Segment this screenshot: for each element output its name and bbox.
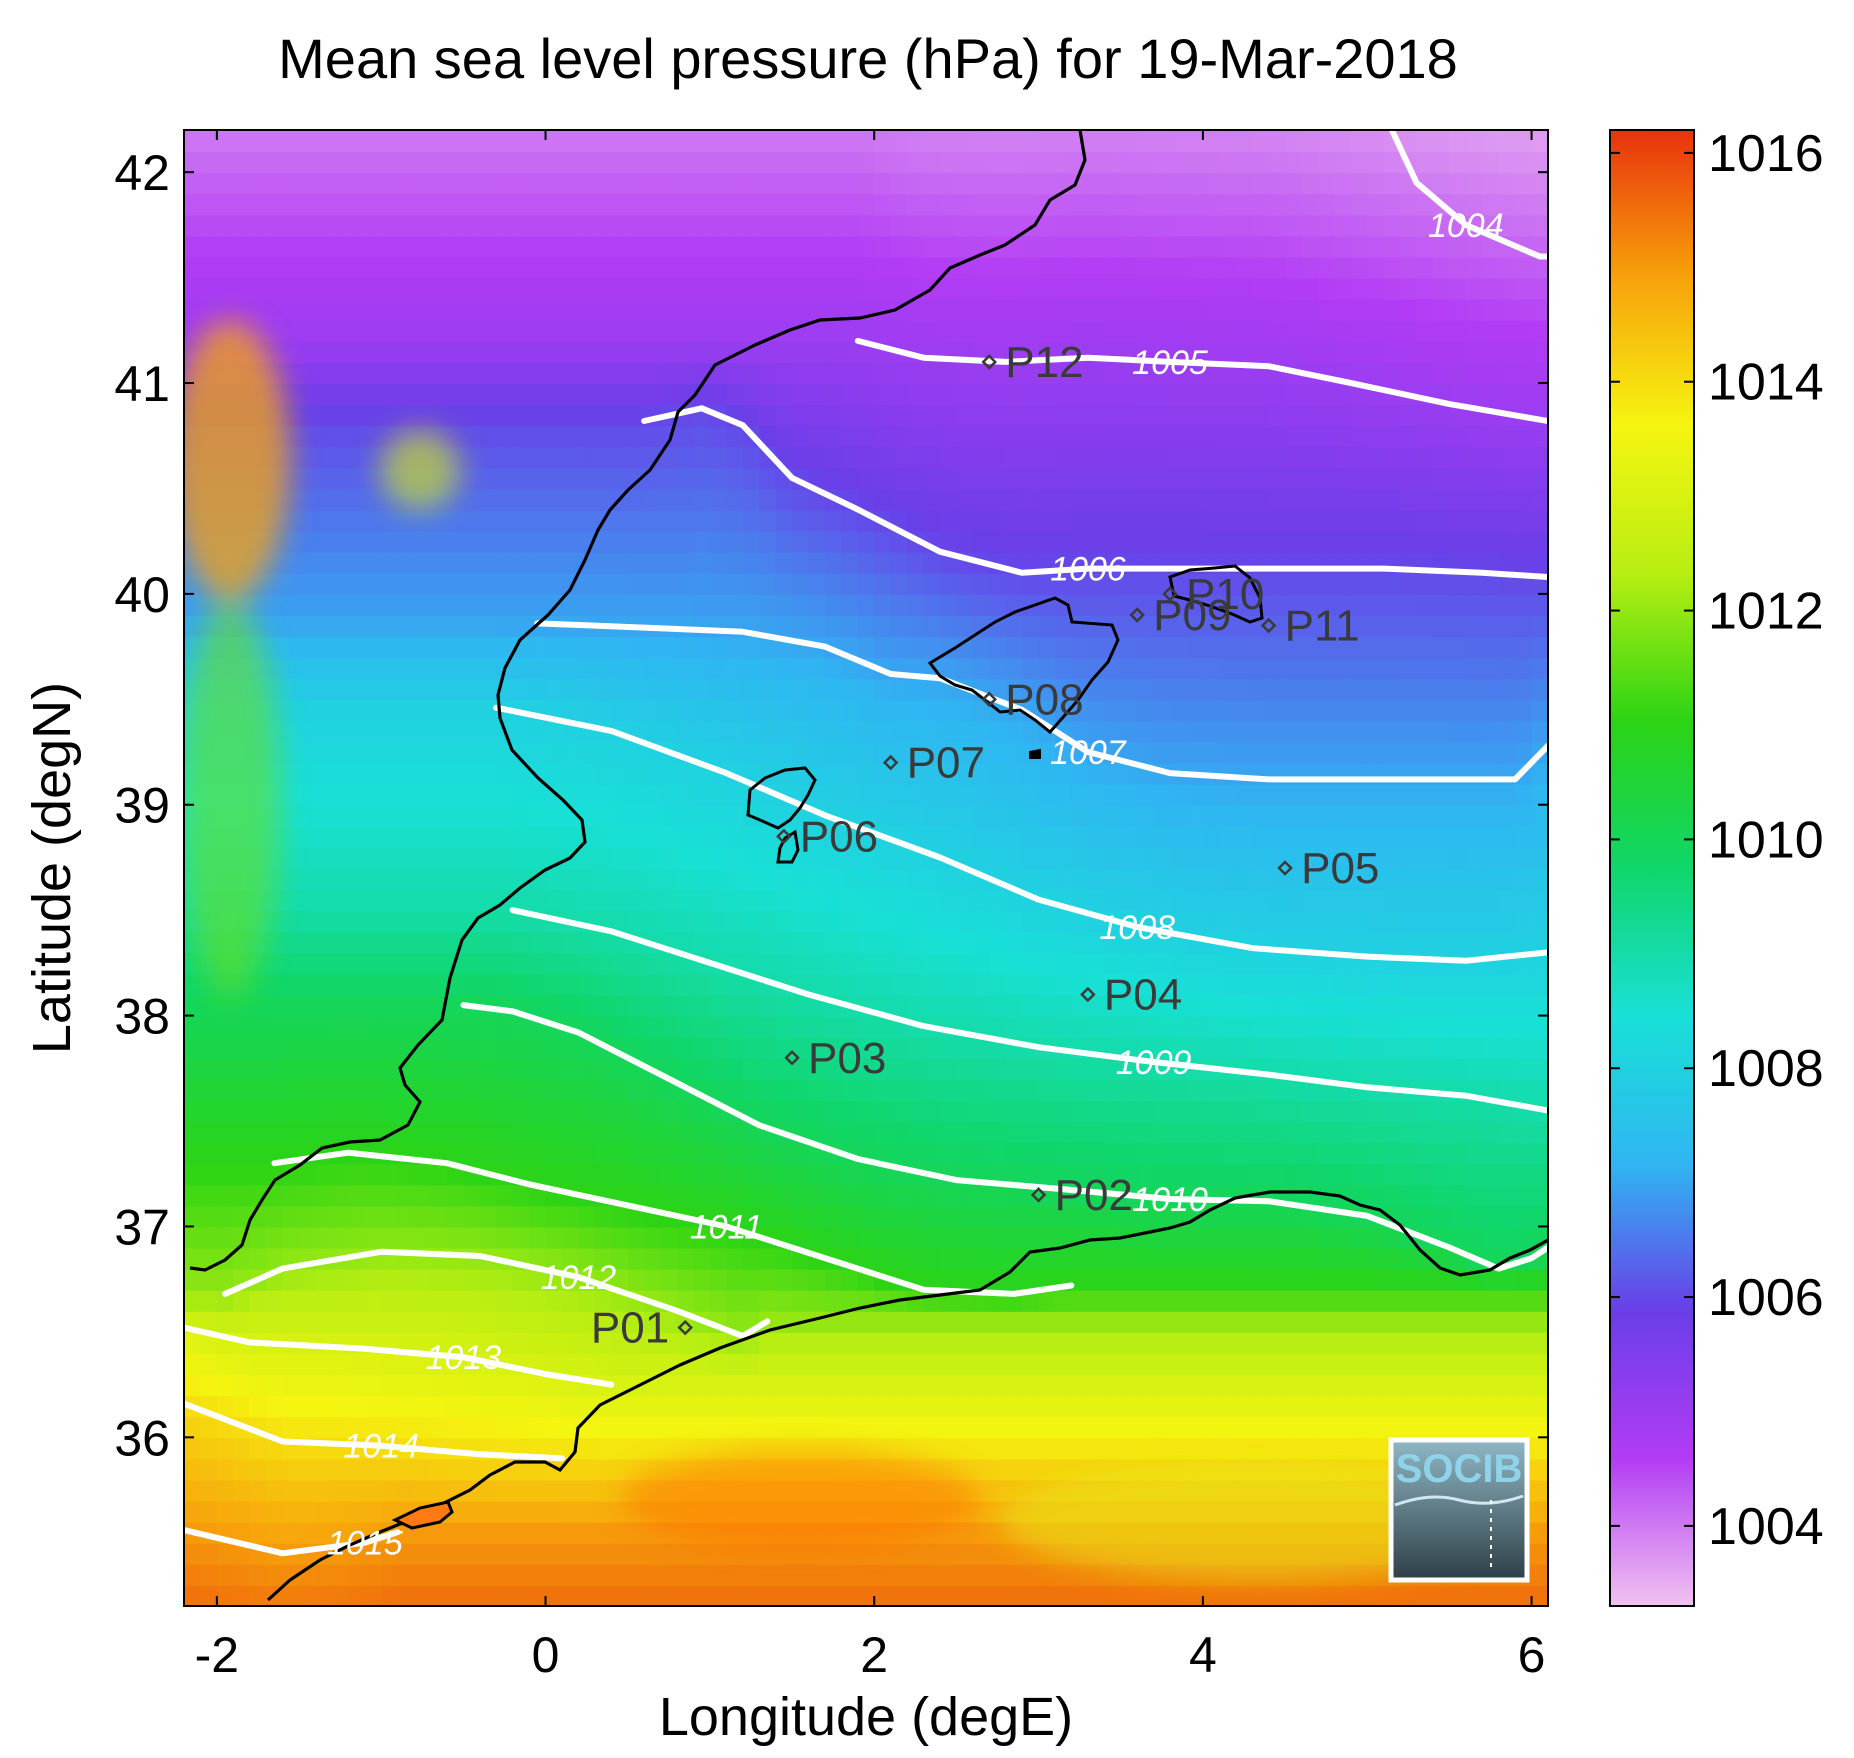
y-tick-label: 39 (114, 778, 170, 834)
isobar-label-1011: 1011 (690, 1209, 763, 1247)
station-marker-P03 (784, 1050, 800, 1066)
isobar-label-1005: 1005 (1132, 344, 1208, 382)
isobar-label-1010: 1010 (1132, 1181, 1208, 1219)
y-tick-label: 36 (114, 1410, 170, 1466)
colorbar-ticks: 1004 1006 1008 1010 1012 1014 1016 (1610, 125, 1824, 1556)
colorbar-tick-label: 1016 (1708, 125, 1824, 183)
station-label-P02: P02 (1055, 1171, 1133, 1220)
colorbar-gradient (1609, 129, 1695, 1607)
colorbar-tick-label: 1012 (1708, 583, 1824, 641)
plot-frame (183, 129, 1549, 1607)
x-tick-label: -2 (195, 1627, 239, 1683)
isobar-label-1014: 1014 (343, 1428, 419, 1466)
y-tick-label: 40 (114, 567, 170, 623)
colorbar-tick-label: 1010 (1708, 811, 1824, 869)
isobar-1006 (641, 405, 1548, 580)
x-tick-label: 6 (1518, 1627, 1546, 1683)
isobar-label-1013: 1013 (426, 1339, 502, 1377)
station-label-P01: P01 (591, 1304, 669, 1353)
station-marker-P04 (1080, 986, 1096, 1003)
isobar-1010 (460, 1002, 1548, 1272)
coastline-north-africa (266, 1190, 1548, 1602)
socib-logo: SOCIB (1388, 1437, 1530, 1583)
y-tick-label: 42 (114, 145, 170, 201)
isobar-1004 (1388, 130, 1548, 260)
coastline-formentera (776, 829, 800, 864)
coastline-cabrera (1029, 748, 1041, 759)
coastline-menorca (1168, 564, 1264, 624)
y-axis: 36 37 38 39 40 41 42 (114, 145, 1548, 1466)
coastline-alboran (391, 1500, 454, 1530)
y-axis-label: Latitude (degN) (22, 682, 82, 1054)
coastline-iberia (189, 130, 1087, 1272)
x-tick-label: 0 (532, 1627, 560, 1683)
coastlines (189, 130, 1548, 1602)
station-label-P08: P08 (1005, 675, 1083, 724)
coastline-ibiza (746, 766, 817, 830)
isobar-contours (184, 130, 1548, 1557)
isobar-1009 (509, 907, 1548, 1114)
station-marker-P10 (1162, 586, 1178, 602)
colorbar-tick-label: 1004 (1708, 1498, 1824, 1556)
map-plot-area: 1004 1005 1006 1007 1008 1009 1010 1011 1012 1013… (184, 130, 1548, 1606)
isobar-1008 (493, 704, 1548, 964)
y-tick-label: 41 (114, 356, 170, 412)
x-axis-label: Longitude (degE) (659, 1687, 1073, 1747)
station-marker-P09 (1129, 607, 1145, 623)
station-marker-P08 (981, 691, 998, 708)
colorbar-tick-label: 1008 (1708, 1040, 1824, 1098)
station-label-P07: P07 (907, 739, 985, 788)
isobar-1005 (854, 337, 1548, 424)
station-label-P04: P04 (1104, 971, 1182, 1020)
station-label-P11: P11 (1285, 602, 1360, 651)
isobar-label-1009: 1009 (1116, 1044, 1192, 1082)
isobar-1012 (222, 1248, 771, 1340)
station-marker-P02 (1030, 1187, 1047, 1203)
isobar-label-1012: 1012 (541, 1259, 617, 1297)
isobar-label-1015: 1015 (327, 1525, 403, 1563)
station-label-P10: P10 (1186, 570, 1264, 619)
isobar-1014 (184, 1400, 565, 1462)
x-tick-label: 4 (1189, 1627, 1217, 1683)
isobar-1015 (184, 1527, 401, 1557)
station-marker-P12 (981, 354, 998, 370)
isobar-labels: 1004 1005 1006 1007 1008 1009 1010 1011 1012 1013… (327, 207, 1504, 1563)
station-label-P12: P12 (1005, 338, 1083, 387)
isobar-1007 (534, 620, 1548, 783)
x-axis: -2 0 2 4 6 (195, 130, 1546, 1683)
y-tick-label: 37 (114, 1199, 170, 1255)
chart-title: Mean sea level pressure (hPa) for 19-Mar… (278, 27, 1458, 90)
station-label-P09: P09 (1153, 591, 1231, 640)
station-marker-P05 (1277, 860, 1293, 876)
station-marker-P06 (776, 828, 792, 845)
isobar-label-1007: 1007 (1050, 734, 1127, 772)
x-tick-label: 2 (860, 1627, 888, 1683)
logo-text: SOCIB (1396, 1447, 1523, 1491)
station-marker-P07 (882, 754, 899, 771)
isobar-label-1004: 1004 (1428, 207, 1504, 245)
y-tick-label: 38 (114, 989, 170, 1045)
colorbar: 1004 1006 1008 1010 1012 1014 1016 (1609, 125, 1824, 1607)
station-label-P05: P05 (1301, 844, 1379, 893)
isobar-label-1008: 1008 (1099, 909, 1175, 947)
colorbar-tick-label: 1006 (1708, 1269, 1824, 1327)
isobar-label-1006: 1006 (1050, 551, 1126, 589)
station-marker-P11 (1260, 617, 1277, 634)
station-marker-P01 (677, 1319, 693, 1336)
station-label-P03: P03 (808, 1034, 886, 1083)
isobar-1013 (184, 1324, 615, 1388)
colorbar-tick-label: 1014 (1708, 354, 1824, 412)
station-label-P06: P06 (800, 812, 878, 861)
